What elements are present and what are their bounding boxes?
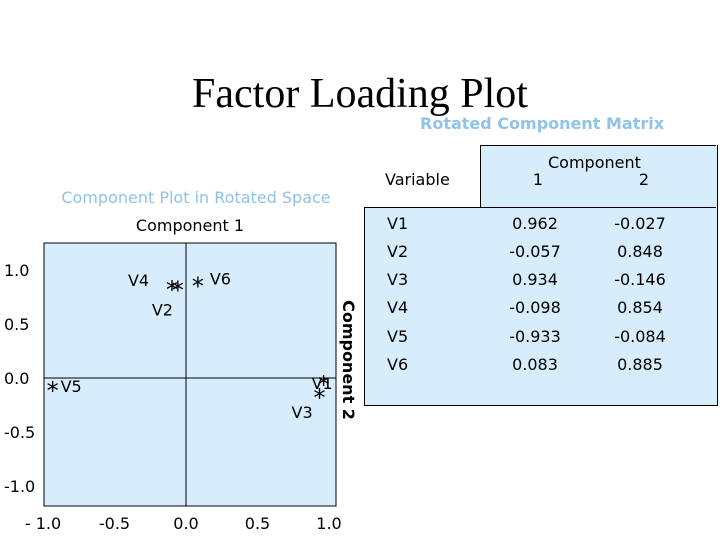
table-component-2-cell: -0.084: [614, 327, 666, 346]
x-tick-labels: - 1.0 -0.5 0.0 0.5 1.0: [25, 514, 342, 533]
point-label: V5: [61, 377, 82, 396]
table-variable-cell: V5: [387, 327, 409, 346]
y-tick-label: -1.0: [4, 477, 35, 496]
point-label: V4: [128, 271, 149, 290]
component-header: Component: [548, 153, 641, 172]
point-marker: *: [172, 276, 184, 304]
table-component-1-cell: 0.962: [512, 214, 558, 233]
y-axis-label: Component 2: [339, 300, 358, 420]
x-tick-label: -0.5: [99, 514, 130, 533]
table-component-1-cell: 0.934: [512, 270, 558, 289]
point-marker: *: [47, 377, 59, 405]
table-component-2-cell: 0.885: [617, 355, 663, 374]
x-tick-label: - 1.0: [25, 514, 61, 533]
table-header-blank: [364, 145, 480, 207]
point-marker: *: [192, 272, 204, 300]
point-label: V3: [292, 403, 313, 422]
chart-title: Component Plot in Rotated Space: [61, 188, 330, 207]
point-label: V2: [152, 300, 173, 319]
table-component-1-cell: -0.057: [509, 242, 561, 261]
table-variable-cell: V4: [387, 298, 409, 317]
table-header-rule: [364, 207, 716, 208]
point-label: V1: [312, 374, 333, 393]
y-tick-label: 0.5: [4, 315, 29, 334]
table-component-2-cell: 0.854: [617, 298, 663, 317]
component-2-header: 2: [638, 170, 650, 189]
plot-area: [43, 242, 337, 507]
point-label: V6: [210, 269, 231, 288]
table-component-2-cell: -0.146: [614, 270, 666, 289]
table-header-divider: [480, 145, 481, 207]
point-marker: *: [318, 371, 330, 399]
table-component-1-cell: 0.083: [512, 355, 558, 374]
y-tick-label: -0.5: [4, 423, 35, 442]
y-tick-labels: 1.0 0.5 0.0 -0.5 -1.0: [4, 261, 35, 496]
x-tick-label: 0.5: [245, 514, 270, 533]
table-component-1-cell: -0.098: [509, 298, 561, 317]
variable-header: Variable: [385, 170, 450, 189]
table-component-1-cell: -0.933: [509, 327, 561, 346]
x-tick-label: 1.0: [316, 514, 341, 533]
y-tick-label: 0.0: [4, 369, 29, 388]
table-variable-cell: V6: [387, 355, 409, 374]
x-tick-label: 0.0: [173, 514, 198, 533]
component-1-header: 1: [532, 170, 544, 189]
table-variable-cell: V3: [387, 270, 409, 289]
main-title: Factor Loading Plot: [192, 71, 528, 117]
table-left-rule: [364, 207, 365, 406]
table-top-rule: [480, 145, 716, 146]
table-variable-cell: V1: [387, 214, 409, 233]
table-variable-cell: V2: [387, 242, 409, 261]
y-tick-label: 1.0: [4, 261, 29, 280]
table-subtitle: Rotated Component Matrix: [420, 114, 665, 133]
point-marker: *: [166, 276, 178, 304]
loading-points: *V1*V2*V3*V4* V5* V6: [47, 269, 333, 421]
table-component-2-cell: 0.848: [617, 242, 663, 261]
point-marker: *: [314, 384, 326, 412]
table-component-2-cell: -0.027: [614, 214, 666, 233]
x-axis-label: Component 1: [136, 216, 244, 235]
